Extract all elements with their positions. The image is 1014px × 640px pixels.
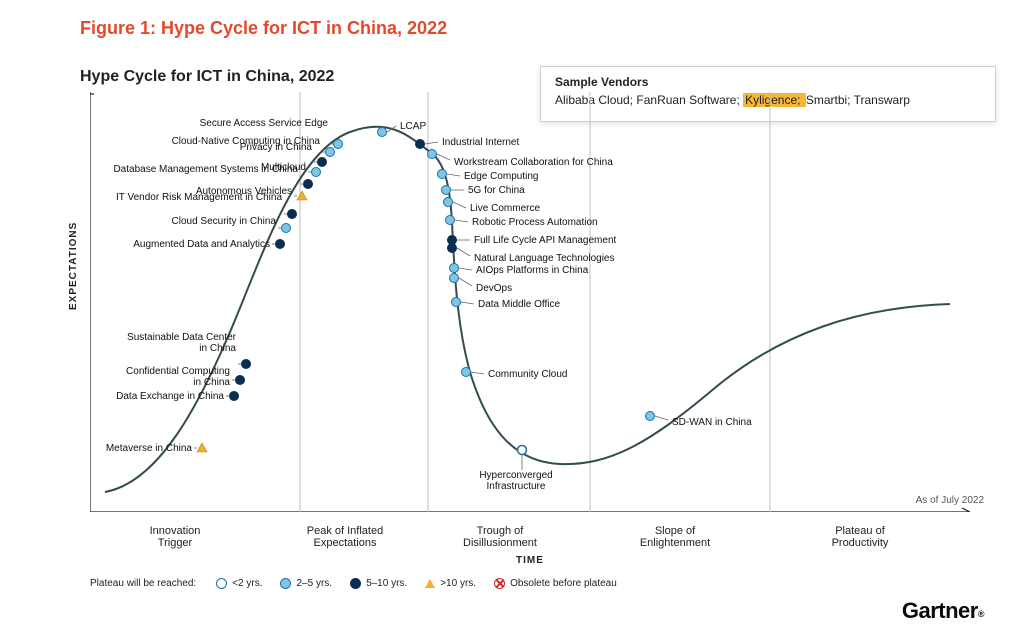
open-circle-icon <box>216 578 227 589</box>
svg-text:Live Commerce: Live Commerce <box>470 203 540 214</box>
y-axis-label: EXPECTATIONS <box>68 222 79 310</box>
gartner-logo: Gartner® <box>902 598 984 624</box>
phase-slope: Slope ofEnlightenment <box>590 525 760 549</box>
phase-plateau: Plateau ofProductivity <box>770 525 950 549</box>
legend-item-5-10: 5–10 yrs. <box>350 578 407 589</box>
svg-text:Workstream Collaboration for C: Workstream Collaboration for China <box>454 157 613 168</box>
svg-text:Cloud Security in China: Cloud Security in China <box>172 216 277 227</box>
tooltip-title: Sample Vendors <box>555 75 981 89</box>
chart-title: Hype Cycle for ICT in China, 2022 <box>80 68 334 86</box>
hype-cycle-chart: Metaverse in China Data Exchange in China… <box>90 92 970 512</box>
svg-text:Multicloud: Multicloud <box>261 162 306 173</box>
legend-item-lt2: <2 yrs. <box>216 578 262 589</box>
obsolete-icon <box>494 578 505 589</box>
right-labels: LCAP Industrial Internet Workstream Collab… <box>378 121 753 492</box>
legend-lead: Plateau will be reached: <box>90 578 196 589</box>
phase-innovation-trigger: InnovationTrigger <box>90 525 260 549</box>
svg-text:Edge Computing: Edge Computing <box>464 171 539 182</box>
svg-text:Sustainable Data Centerin Chin: Sustainable Data Centerin China <box>127 332 237 354</box>
svg-text:5G for China: 5G for China <box>468 185 525 196</box>
svg-text:Community Cloud: Community Cloud <box>488 369 567 380</box>
svg-text:DevOps: DevOps <box>476 283 512 294</box>
svg-text:AIOps Platforms in China: AIOps Platforms in China <box>476 265 589 276</box>
svg-text:Data Exchange in China: Data Exchange in China <box>116 391 224 402</box>
legend: Plateau will be reached: <2 yrs. 2–5 yrs… <box>90 578 617 589</box>
svg-text:SD-WAN in China: SD-WAN in China <box>672 417 752 428</box>
svg-text:Metaverse in China: Metaverse in China <box>106 443 193 454</box>
svg-text:Confidential Computingin China: Confidential Computingin China <box>126 366 230 388</box>
light-circle-icon <box>280 578 291 589</box>
dark-circle-icon <box>350 578 361 589</box>
phase-peak: Peak of InflatedExpectations <box>280 525 410 549</box>
svg-text:Full Life Cycle API Management: Full Life Cycle API Management <box>474 235 617 246</box>
figure-title: Figure 1: Hype Cycle for ICT in China, 2… <box>80 18 447 39</box>
legend-item-gt10: >10 yrs. <box>425 578 476 589</box>
x-axis-label: TIME <box>90 555 970 566</box>
svg-text:Augmented Data and Analytics: Augmented Data and Analytics <box>133 239 270 250</box>
legend-item-obsolete: Obsolete before plateau <box>494 578 617 589</box>
svg-text:Data Middle Office: Data Middle Office <box>478 299 561 310</box>
svg-text:Cloud-Native Computing in Chin: Cloud-Native Computing in China <box>172 136 321 147</box>
svg-text:Natural Language Technologies: Natural Language Technologies <box>474 253 614 264</box>
svg-text:Robotic Process Automation: Robotic Process Automation <box>472 217 598 228</box>
phase-trough: Trough ofDisillusionment <box>420 525 580 549</box>
svg-text:HyperconvergedInfrastructure: HyperconvergedInfrastructure <box>479 470 552 492</box>
triangle-icon <box>425 579 435 588</box>
svg-text:Secure Access Service Edge: Secure Access Service Edge <box>200 118 329 129</box>
svg-text:Industrial Internet: Industrial Internet <box>442 137 519 148</box>
legend-item-2-5: 2–5 yrs. <box>280 578 332 589</box>
svg-text:Autonomous Vehicles: Autonomous Vehicles <box>196 186 292 197</box>
svg-text:LCAP: LCAP <box>400 121 426 132</box>
